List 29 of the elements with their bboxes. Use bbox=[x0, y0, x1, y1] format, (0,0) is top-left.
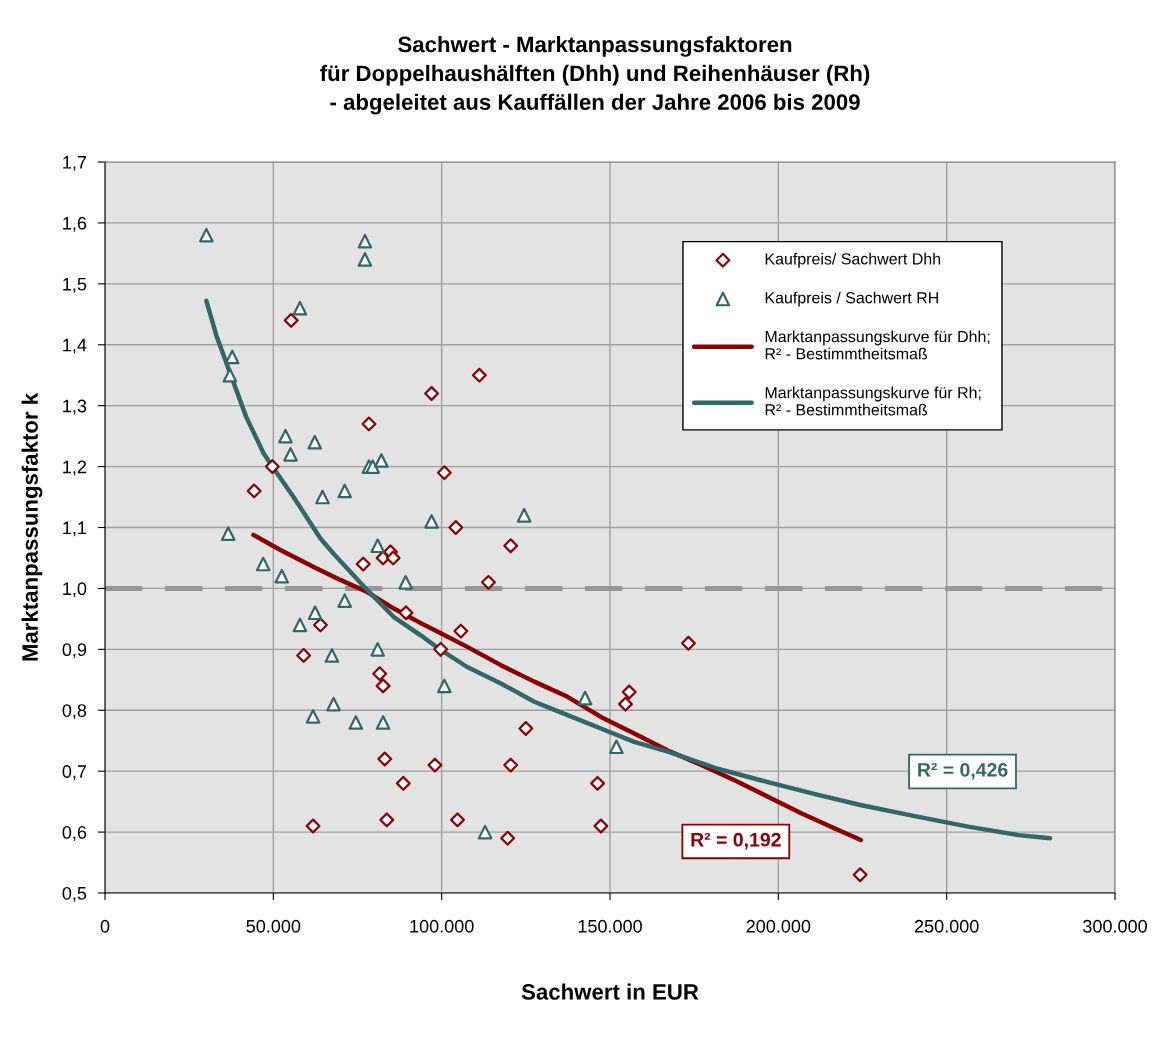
y-tick-label: 0,8 bbox=[62, 704, 87, 720]
annotation: R² = 0,426 bbox=[918, 762, 1008, 780]
x-tick-label: 250.000 bbox=[914, 919, 979, 933]
x-tick-label: 100.000 bbox=[410, 919, 474, 933]
chart-title: Sachwert - Marktanpassungsfaktoren für Doppelhaushälften (Dhh) und Reihenhäuser (Rh) - abgeleitet aus Kauffällen der Jahre 2006 bis 2009 bbox=[320, 36, 870, 115]
legend-label: Marktanpassungskurve für Dhh; R² - Bestimmtheitsmaß bbox=[765, 330, 990, 360]
x-tick-label: 50.000 bbox=[246, 919, 301, 933]
y-tick-label: 1,4 bbox=[63, 338, 87, 354]
y-tick-label: 1,1 bbox=[63, 521, 87, 537]
y-tick-label: 1,2 bbox=[63, 460, 87, 476]
x-tick-label: 200.000 bbox=[746, 919, 811, 933]
x-tick-label: 300.000 bbox=[1083, 919, 1147, 933]
y-tick-label: 0,7 bbox=[62, 765, 87, 781]
x-axis-title: Sachwert in EUR bbox=[521, 983, 699, 1000]
legend-label: Kaufpreis/ Sachwert Dhh bbox=[765, 252, 941, 268]
y-tick-label: 1,0 bbox=[63, 582, 87, 598]
y-tick-label: 1,6 bbox=[63, 216, 87, 232]
y-tick-label: 1,7 bbox=[63, 156, 87, 171]
y-tick-label: 0,6 bbox=[62, 826, 87, 841]
x-tick-label: 150.000 bbox=[578, 919, 642, 933]
annotation: R² = 0,192 bbox=[691, 832, 781, 850]
x-tick-label: 0 bbox=[100, 919, 110, 933]
y-tick-label: 1,5 bbox=[63, 277, 87, 293]
legend-label: Kaufpreis / Sachwert RH bbox=[765, 291, 938, 307]
y-tick-label: 0,5 bbox=[62, 886, 87, 902]
y-tick-label: 1,3 bbox=[63, 399, 87, 415]
y-tick-label: 0,9 bbox=[62, 643, 87, 659]
legend-label: Marktanpassungskurve für Rh; R² - Bestimmtheitsmaß bbox=[765, 386, 981, 416]
y-axis-title: Marktanpassungsfaktor k bbox=[21, 392, 43, 661]
